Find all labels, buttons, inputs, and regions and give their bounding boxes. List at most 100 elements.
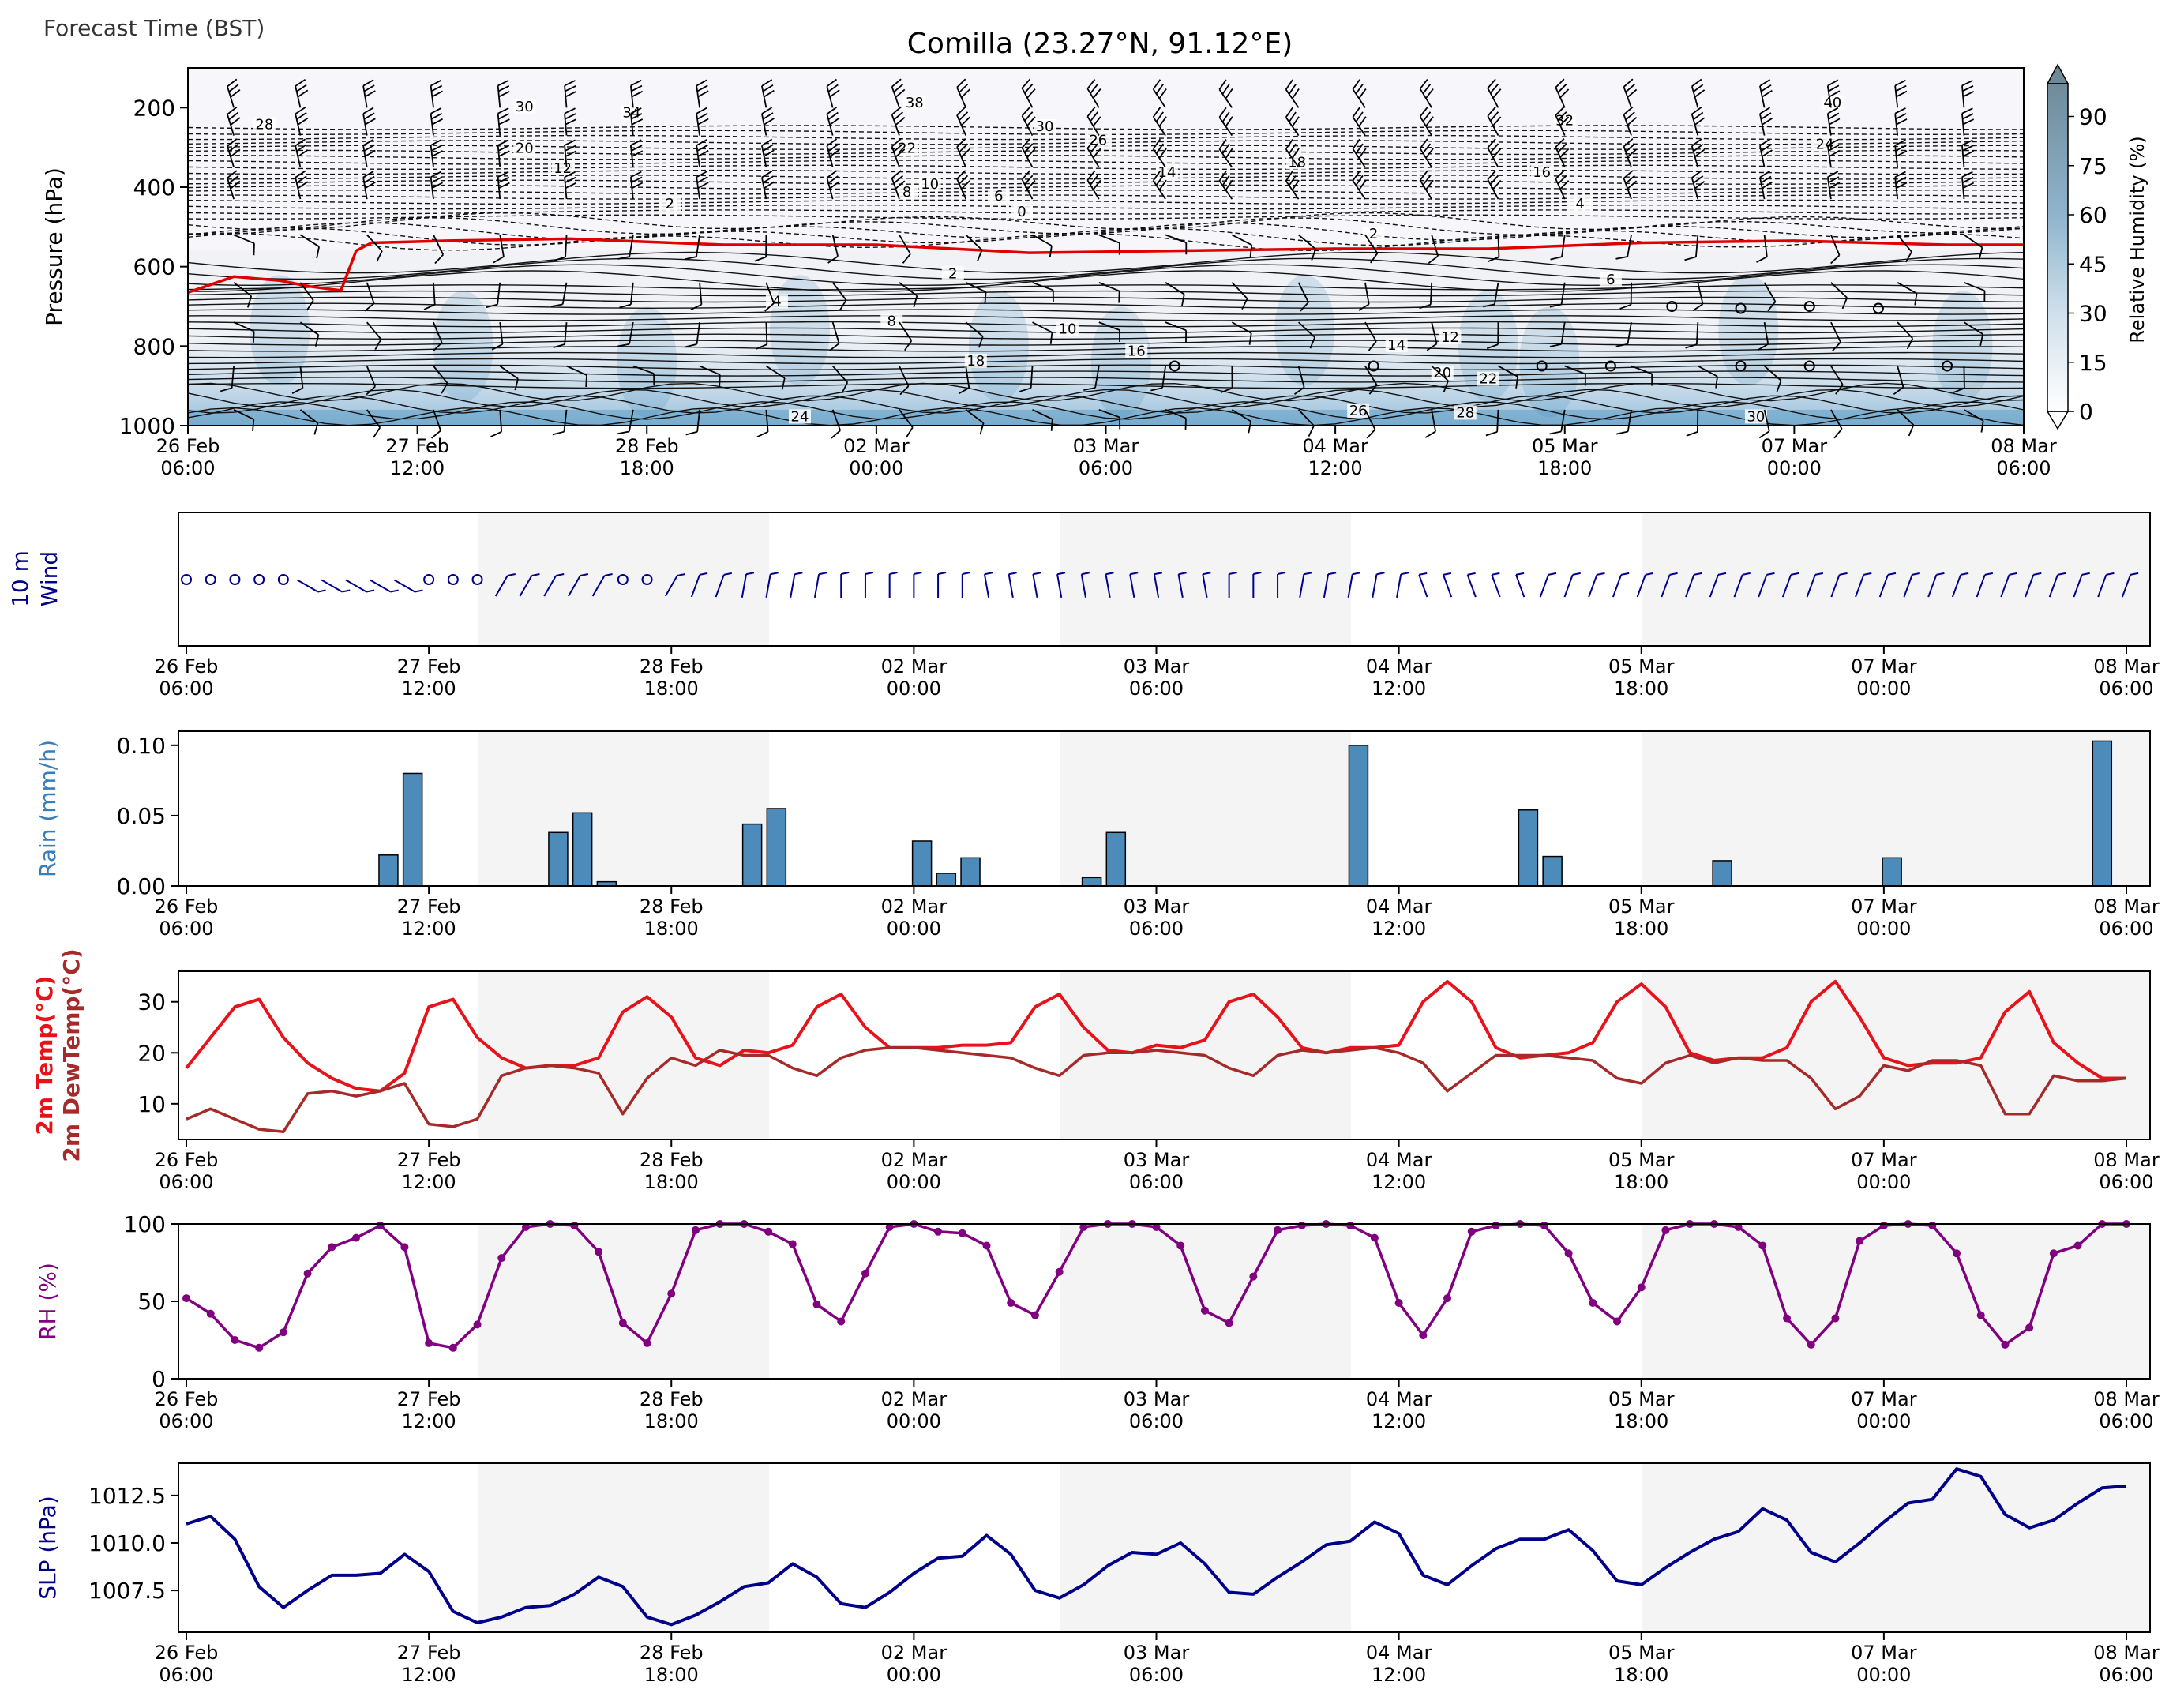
isotherm-negative	[187, 222, 2025, 241]
isotherm-negative	[187, 194, 2025, 200]
y-tick-label: 1000	[119, 413, 175, 439]
rh-point	[958, 1229, 966, 1237]
isotherm-positive	[187, 321, 2025, 328]
freezing-level-line	[187, 237, 2024, 295]
rh-point	[400, 1243, 409, 1252]
wind-barb	[1549, 321, 1566, 347]
x-tick-label: 04 Mar	[1366, 1642, 1432, 1664]
wind-barb	[1550, 235, 1566, 261]
night-band	[478, 1463, 770, 1632]
panel-frame	[178, 970, 2151, 1140]
wind-barb	[1426, 321, 1438, 351]
surface-wind-barb	[2025, 572, 2042, 598]
rh-point	[1589, 1298, 1597, 1307]
wind-barb	[430, 139, 444, 167]
surface-wind-barb	[664, 573, 685, 597]
contour-label: 22	[898, 141, 916, 157]
surface-wind-barb	[1563, 572, 1581, 598]
wind-barb	[1615, 321, 1632, 347]
x-tick-label: 00:00	[1856, 1664, 1911, 1686]
contour-label: 6	[994, 188, 1003, 205]
y-tick-label: 800	[133, 333, 175, 359]
contour-label: 26	[1349, 403, 1368, 419]
wind-barb	[1293, 366, 1305, 396]
x-tick-label: 06:00	[1129, 1410, 1184, 1432]
isotherm-positive	[187, 290, 2025, 297]
contour-label-bg	[659, 197, 681, 212]
x-tick-label: 06:00	[2099, 678, 2153, 700]
rh-point	[570, 1221, 579, 1229]
x-tick-label: 06:00	[1129, 678, 1184, 700]
wind-barb	[826, 138, 840, 168]
wind-barb	[1364, 366, 1378, 395]
wind-barb	[430, 171, 444, 200]
surface-wind-barb	[1515, 572, 1525, 598]
rh-point	[788, 1240, 797, 1248]
contour-label-bg	[1362, 226, 1385, 241]
wind-barb	[1021, 170, 1036, 200]
contour-label-bg	[789, 409, 811, 424]
surface-wind-barb	[2097, 572, 2115, 598]
x-tick-label: 03 Mar	[1073, 435, 1139, 457]
night-band	[1060, 1224, 1352, 1379]
wind-barb	[827, 235, 839, 264]
wind-barb	[629, 139, 644, 167]
surface-wind-barb	[1202, 572, 1211, 598]
x-tick-label: 28 Feb	[640, 1388, 704, 1410]
x-tick-label: 27 Feb	[397, 1642, 461, 1664]
contour-label-bg	[1125, 343, 1148, 358]
y-tick-label: 10	[137, 1091, 166, 1117]
wind-barb	[1826, 139, 1841, 167]
rh-point	[1274, 1226, 1282, 1234]
rh-point	[1879, 1221, 1888, 1229]
wind-barb	[965, 321, 984, 348]
surface-wind-barb	[1372, 572, 1385, 598]
x-tick-label: 08 Mar	[1991, 435, 2057, 457]
x-tick-label: 06:00	[2099, 1664, 2153, 1686]
colorbar-min-arrow	[2046, 411, 2070, 430]
wind-barb	[1961, 107, 1975, 136]
rh-point	[2073, 1241, 2082, 1250]
rh-point	[691, 1226, 700, 1234]
wind-barb	[1763, 282, 1777, 312]
wind-barb	[1098, 281, 1120, 303]
wind-barb	[227, 106, 241, 136]
wind-barb	[1759, 79, 1773, 108]
rain-bar	[402, 772, 423, 887]
x-tick-label: 18:00	[1614, 918, 1668, 940]
wind-barb	[1623, 138, 1638, 168]
isotherm-negative	[188, 175, 2025, 180]
wind-barb	[564, 80, 577, 108]
wind-barb	[899, 409, 914, 438]
isotherm-negative	[187, 212, 2025, 231]
wind-barb	[1830, 235, 1841, 265]
wind-barb	[1623, 170, 1638, 200]
wind-barb	[1897, 409, 1915, 437]
wind-barb	[1758, 409, 1770, 439]
rh-axis-label: RH (%)	[35, 1263, 61, 1340]
rain-bar	[911, 840, 933, 887]
surface-wind-barb	[519, 573, 540, 597]
x-tick-label: 08 Mar	[2093, 1388, 2160, 1410]
wind-barb	[1487, 170, 1502, 200]
contour-label: 18	[966, 353, 985, 370]
wind-barb	[617, 409, 634, 435]
wind-barb	[1152, 138, 1167, 168]
surface-wind-barb	[983, 572, 993, 598]
x-tick-label: 06:00	[2099, 918, 2153, 940]
rh-point	[643, 1338, 651, 1347]
surface-wind-barb	[393, 579, 423, 593]
rh-point	[1613, 1317, 1622, 1326]
contour-label: 12	[1441, 329, 1459, 346]
wind-barb	[1298, 234, 1316, 261]
rh-point	[255, 1343, 264, 1352]
isotherm-positive	[187, 333, 2025, 340]
wind-barb	[826, 78, 840, 108]
x-tick-label: 12:00	[1372, 918, 1426, 940]
colorbar-tick-label: 45	[2079, 251, 2107, 277]
wind-barb	[1021, 78, 1036, 108]
wind-barb	[1165, 321, 1188, 343]
wind-barb	[831, 282, 847, 311]
